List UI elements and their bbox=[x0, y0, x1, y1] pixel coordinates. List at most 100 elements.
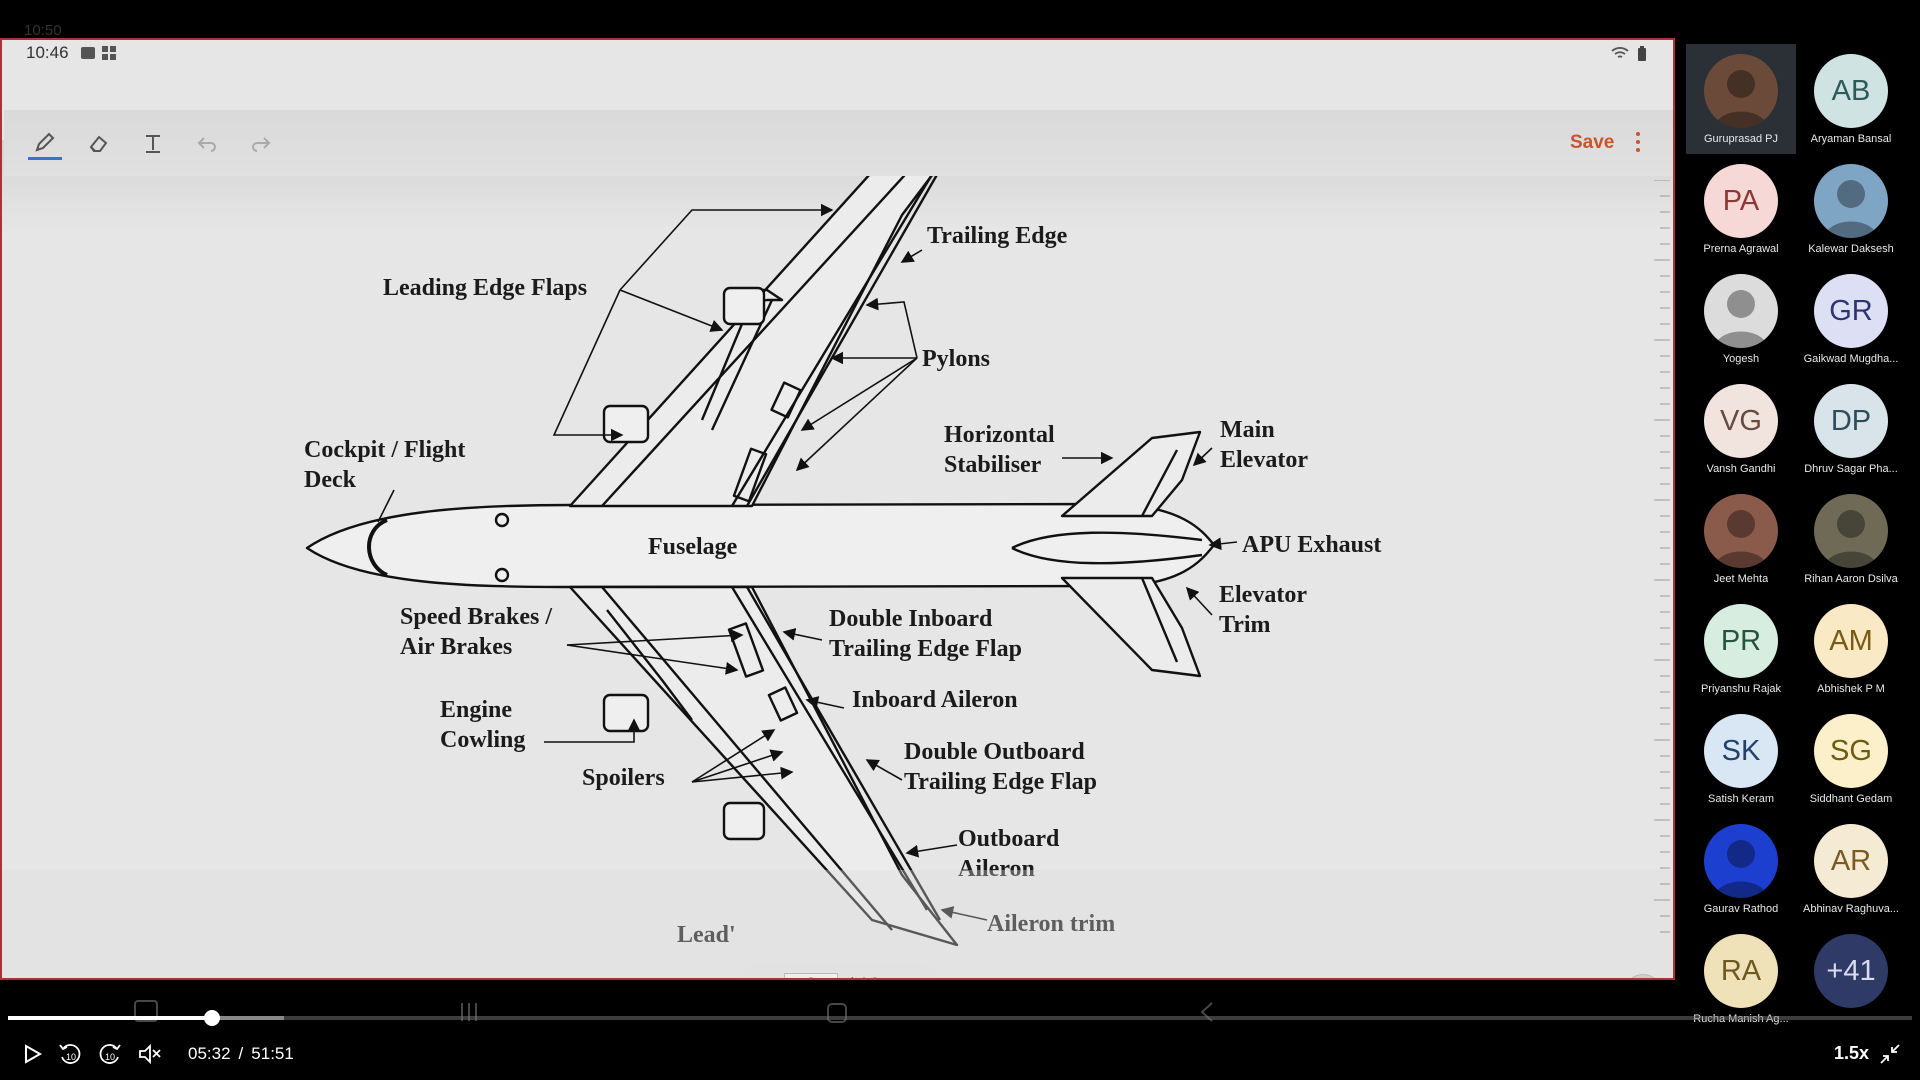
participant-tile[interactable]: VG Vansh Gandhi bbox=[1686, 374, 1796, 484]
participant-tile[interactable]: Jeet Mehta bbox=[1686, 484, 1796, 594]
eraser-tool[interactable] bbox=[82, 126, 116, 160]
eraser-icon bbox=[89, 135, 108, 152]
more-options-icon[interactable] bbox=[1628, 128, 1648, 158]
participant-tile[interactable]: SG Siddhant Gedam bbox=[1796, 704, 1906, 814]
redo-icon bbox=[252, 137, 271, 152]
participant-name: Prerna Agrawal bbox=[1703, 243, 1779, 255]
participant-name: Aryaman Bansal bbox=[1810, 133, 1892, 145]
participant-tile[interactable]: Yogesh bbox=[1686, 264, 1796, 374]
label-elevator: Elevator bbox=[1220, 447, 1308, 473]
mute-button[interactable] bbox=[134, 1038, 166, 1070]
label-leading-edge-flaps: Leading Edge Flaps bbox=[383, 275, 587, 301]
muted-volume-icon bbox=[139, 1043, 161, 1065]
label-double-inboard-flap: Trailing Edge Flap bbox=[829, 636, 1022, 662]
scroll-ruler[interactable] bbox=[1654, 180, 1670, 940]
play-icon bbox=[25, 1044, 43, 1064]
avatar: DP bbox=[1814, 384, 1888, 458]
avatar: GR bbox=[1814, 274, 1888, 348]
avatar-photo bbox=[1814, 494, 1888, 568]
participant-name: Gaikwad Mugdha... bbox=[1803, 353, 1899, 365]
participant-name: Rihan Aaron Dsilva bbox=[1804, 573, 1898, 585]
avatar: VG bbox=[1704, 384, 1778, 458]
time-display: 05:32 / 51:51 bbox=[184, 1044, 298, 1064]
participant-name: Priyanshu Rajak bbox=[1700, 683, 1782, 695]
tablet-nav-bar bbox=[134, 1000, 1213, 1023]
next-page-button[interactable] bbox=[890, 974, 914, 978]
label-aileron-trim: Aileron trim bbox=[987, 911, 1115, 937]
participant-tile[interactable]: Kalewar Daksesh bbox=[1796, 154, 1906, 264]
seek-bar[interactable] bbox=[8, 1010, 1912, 1026]
avatar: AR bbox=[1814, 824, 1888, 898]
participant-name: Abhinav Raghuva... bbox=[1802, 903, 1899, 915]
horizontal-stabiliser-top bbox=[1060, 430, 1202, 518]
label-outboard: Outboard bbox=[958, 826, 1060, 852]
avatar-photo bbox=[1704, 274, 1778, 348]
previous-frame-clock: 10:50 bbox=[24, 22, 62, 39]
participant-tile[interactable]: AB Aryaman Bansal bbox=[1796, 44, 1906, 154]
avatar: SK bbox=[1704, 714, 1778, 788]
pen-icon bbox=[35, 132, 55, 152]
label-cowling: Cowling bbox=[440, 727, 525, 753]
annotation-toolbar: Save bbox=[4, 110, 1673, 176]
player-controls: 10 10 05:32 / 51:51 1.5x bbox=[0, 1030, 1920, 1080]
label-speed-brakes: Speed Brakes / bbox=[400, 604, 552, 630]
avatar: RA bbox=[1704, 934, 1778, 1008]
page-number-input[interactable] bbox=[784, 973, 838, 978]
avatar: PR bbox=[1704, 604, 1778, 678]
participant-tile[interactable]: PR Priyanshu Rajak bbox=[1686, 594, 1796, 704]
label-trailing-edge: Trailing Edge bbox=[927, 223, 1068, 249]
undo-button[interactable] bbox=[190, 126, 224, 160]
participant-tile[interactable]: Rihan Aaron Dsilva bbox=[1796, 484, 1906, 594]
avatar: +41 bbox=[1814, 934, 1888, 1008]
avatar-photo bbox=[1814, 164, 1888, 238]
label-double-inboard: Double Inboard bbox=[829, 606, 993, 632]
label-horizontal: Horizontal bbox=[944, 422, 1055, 448]
time-separator: / bbox=[238, 1044, 244, 1063]
exit-fullscreen-button[interactable] bbox=[1874, 1038, 1906, 1070]
participant-name: Kalewar Daksesh bbox=[1808, 243, 1894, 255]
seek-handle[interactable] bbox=[203, 1010, 220, 1026]
current-time: 05:32 bbox=[188, 1044, 231, 1063]
avatar: PA bbox=[1704, 164, 1778, 238]
participant-tile[interactable]: RARucha Manish Ag... bbox=[1686, 924, 1796, 1034]
rewind-10-button[interactable]: 10 bbox=[54, 1038, 86, 1070]
exit-fullscreen-icon bbox=[1880, 1044, 1900, 1064]
avatar: AB bbox=[1814, 54, 1888, 128]
participant-tile[interactable]: AR Abhinav Raghuva... bbox=[1796, 814, 1906, 924]
pen-tool[interactable] bbox=[28, 126, 62, 160]
playback-speed-button[interactable]: 1.5x bbox=[1834, 1043, 1870, 1063]
participant-tile[interactable]: GR Gaikwad Mugdha... bbox=[1796, 264, 1906, 374]
label-elevator-trim-2: Trim bbox=[1219, 612, 1271, 638]
shared-screen: Winglet Trailing Edge Leading Edge Flaps… bbox=[0, 38, 1675, 980]
more-participants-tile[interactable]: +41 bbox=[1796, 924, 1906, 1034]
label-lead-partial: Lead' bbox=[677, 922, 736, 948]
label-deck: Deck bbox=[304, 467, 357, 493]
redo-button[interactable] bbox=[244, 126, 278, 160]
previous-page-button[interactable] bbox=[750, 974, 774, 978]
participant-name: Abhishek P M bbox=[1817, 683, 1885, 695]
participant-tile[interactable]: DP Dhruv Sagar Pha... bbox=[1796, 374, 1906, 484]
lower-wing-shape bbox=[568, 585, 959, 947]
participant-name: Gaurav Rathod bbox=[1703, 903, 1779, 915]
page-navigator: / 16 bbox=[738, 962, 938, 978]
forward-icon: 10 bbox=[99, 1044, 121, 1064]
play-button[interactable] bbox=[16, 1038, 48, 1070]
page-total: / 16 bbox=[848, 975, 880, 978]
participant-tile[interactable]: AM Abhishek P M bbox=[1796, 594, 1906, 704]
duration: 51:51 bbox=[251, 1044, 294, 1063]
forward-10-button[interactable]: 10 bbox=[94, 1038, 126, 1070]
label-inboard-aileron: Inboard Aileron bbox=[852, 687, 1018, 713]
participant-tile[interactable]: PA Prerna Agrawal bbox=[1686, 154, 1796, 264]
participant-tile[interactable]: Guruprasad PJ bbox=[1686, 44, 1796, 154]
label-spoilers: Spoilers bbox=[582, 765, 665, 791]
participant-tile[interactable]: Gaurav Rathod bbox=[1686, 814, 1796, 924]
participant-tile[interactable]: SK Satish Keram bbox=[1686, 704, 1796, 814]
save-button[interactable]: Save bbox=[1570, 132, 1615, 153]
text-tool[interactable] bbox=[136, 126, 170, 160]
label-apu-exhaust: APU Exhaust bbox=[1242, 532, 1381, 558]
horizontal-stabiliser-bottom bbox=[1060, 576, 1202, 678]
aircraft-parts-diagram: Winglet Trailing Edge Leading Edge Flaps… bbox=[2, 40, 1673, 978]
avatar: SG bbox=[1814, 714, 1888, 788]
label-fuselage: Fuselage bbox=[648, 534, 738, 560]
